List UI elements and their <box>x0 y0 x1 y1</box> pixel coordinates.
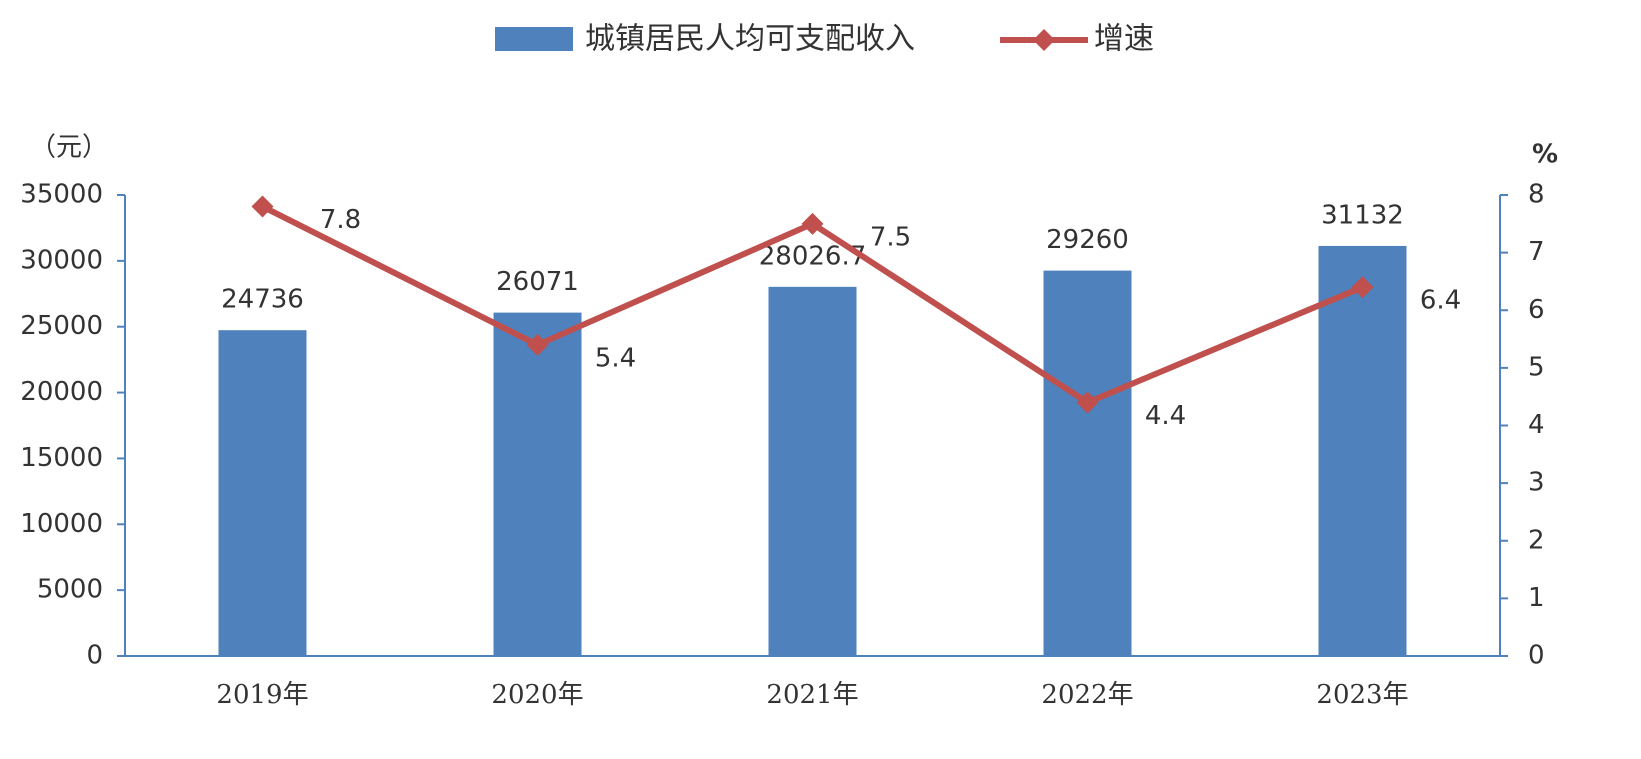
y-axis-title: （元） <box>30 133 108 163</box>
x-tick-label: 2020年 <box>491 680 583 710</box>
bar-value-label: 24736 <box>221 285 304 315</box>
y-tick-label: 30000 <box>20 245 103 275</box>
growth-value-label: 4.4 <box>1145 401 1186 431</box>
bar <box>768 286 857 656</box>
y2-tick-label: 3 <box>1528 468 1545 498</box>
y-tick-label: 0 <box>86 641 103 671</box>
growth-marker <box>1351 276 1374 299</box>
x-tick-label: 2019年 <box>216 680 308 710</box>
legend-label: 增速 <box>1094 22 1154 57</box>
growth-value-label: 7.8 <box>320 205 361 235</box>
x-tick-label: 2021年 <box>766 680 858 710</box>
growth-marker <box>1076 391 1099 414</box>
growth-marker <box>251 195 274 218</box>
bar <box>1043 270 1132 656</box>
y2-axis-title: % <box>1532 140 1558 170</box>
y-tick-label: 20000 <box>20 377 103 407</box>
y-tick-label: 35000 <box>20 180 103 210</box>
y-tick-label: 10000 <box>20 509 103 539</box>
y-tick-label: 5000 <box>37 575 103 605</box>
y-tick-label: 15000 <box>20 443 103 473</box>
y-tick-label: 25000 <box>20 311 103 341</box>
legend-swatch <box>495 27 573 51</box>
growth-marker <box>801 212 824 235</box>
y2-tick-label: 4 <box>1528 410 1545 440</box>
bar-value-label: 29260 <box>1046 225 1129 255</box>
y2-tick-label: 5 <box>1528 352 1545 382</box>
bar <box>218 330 307 656</box>
growth-value-label: 5.4 <box>595 343 636 373</box>
legend-marker <box>1033 29 1055 51</box>
legend-label: 城镇居民人均可支配收入 <box>585 22 915 57</box>
x-tick-label: 2022年 <box>1041 680 1133 710</box>
growth-marker <box>526 333 549 356</box>
y2-tick-label: 2 <box>1528 525 1545 555</box>
bar-value-label: 26071 <box>496 267 579 297</box>
y2-tick-label: 7 <box>1528 237 1545 267</box>
y2-tick-label: 6 <box>1528 295 1545 325</box>
growth-value-label: 7.5 <box>870 222 911 252</box>
bar-value-label: 31132 <box>1321 200 1404 230</box>
y2-tick-label: 0 <box>1528 641 1545 671</box>
bar <box>493 312 582 656</box>
growth-value-label: 6.4 <box>1420 286 1461 316</box>
y2-tick-label: 1 <box>1528 583 1545 613</box>
x-tick-label: 2023年 <box>1316 680 1408 710</box>
bar <box>1318 245 1407 656</box>
y2-tick-label: 8 <box>1528 180 1545 210</box>
